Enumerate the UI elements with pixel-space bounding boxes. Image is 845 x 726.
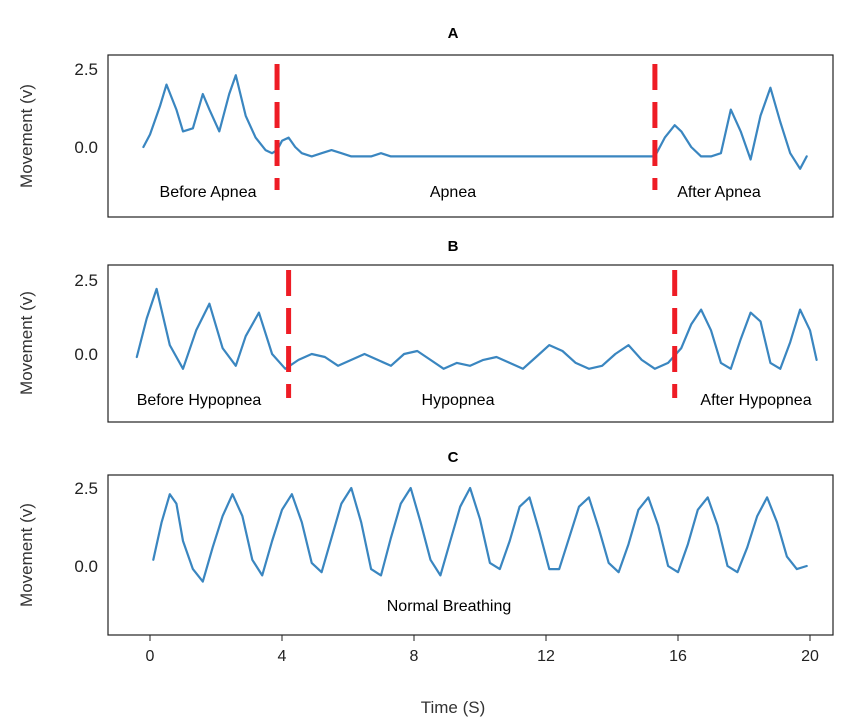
panel-a-ylabel: Movement (v)	[17, 84, 36, 188]
panel-c-trace	[152, 486, 808, 583]
panel-a-annotation-after: After Apnea	[677, 184, 761, 201]
x-tick-label: 20	[801, 648, 819, 665]
panel-c: C 2.5 0.0 Movement (v) Normal Breathing …	[17, 449, 834, 717]
panel-c-frame	[107, 474, 834, 636]
panel-b-frame	[107, 264, 834, 423]
panel-a-annotation-before: Before Apnea	[160, 184, 257, 201]
panel-a-trace	[142, 74, 808, 170]
panel-b-trace	[135, 287, 818, 370]
panel-b-annotation-hypopnea: Hypopnea	[422, 392, 495, 409]
x-tick-label: 4	[278, 648, 287, 665]
panel-a-annotation-apnea: Apnea	[430, 184, 476, 201]
panel-b-ytick-top: 2.5	[74, 271, 98, 290]
panel-c-ytick-zero: 0.0	[74, 557, 98, 576]
panel-a-title: A	[448, 25, 459, 42]
x-tick-label: 8	[410, 648, 419, 665]
panel-c-ylabel: Movement (v)	[17, 503, 36, 607]
panel-c-annotation-normal: Normal Breathing	[387, 598, 512, 615]
panel-a-ytick-zero: 0.0	[74, 138, 98, 157]
x-axis-label: Time (S)	[421, 698, 486, 717]
panel-b-title: B	[448, 238, 459, 255]
panel-b-annotation-before: Before Hypopnea	[137, 392, 262, 409]
panel-b-ylabel: Movement (v)	[17, 291, 36, 395]
panel-b: B 2.5 0.0 Movement (v) Before Hypopnea H…	[17, 238, 834, 423]
panel-a-ytick-top: 2.5	[74, 60, 98, 79]
x-tick-label: 12	[537, 648, 555, 665]
panel-c-ytick-top: 2.5	[74, 479, 98, 498]
x-tick-label: 16	[669, 648, 687, 665]
panel-b-annotation-after: After Hypopnea	[700, 392, 811, 409]
panel-a-frame	[107, 54, 834, 218]
x-tick-label: 0	[146, 648, 155, 665]
panel-b-ytick-zero: 0.0	[74, 345, 98, 364]
panel-a: A 2.5 0.0 Movement (v) Before Apnea Apne…	[17, 25, 834, 218]
panel-c-title: C	[448, 449, 459, 466]
panel-c-x-axis: 0 4 8 12 16 20	[146, 635, 819, 665]
